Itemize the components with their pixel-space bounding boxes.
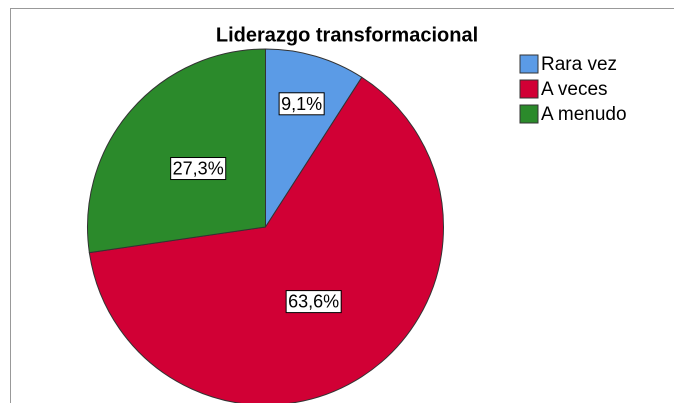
data-label: 9,1% [281, 94, 322, 114]
legend-label: A veces [541, 79, 608, 100]
legend-label: A menudo [541, 104, 627, 125]
data-label-box [170, 157, 227, 181]
data-label: 27,3% [173, 159, 224, 179]
chart-title: Liderazgo transformacional [216, 24, 478, 46]
legend-swatch [519, 54, 539, 74]
pie-slice [88, 76, 444, 403]
data-label-box [278, 92, 325, 116]
data-label-box [285, 290, 342, 314]
legend-label: Rara vez [541, 54, 617, 75]
data-label: 63,6% [288, 292, 339, 312]
legend-swatch [519, 104, 539, 124]
pie-slice [87, 48, 266, 254]
legend-swatch [519, 79, 539, 99]
